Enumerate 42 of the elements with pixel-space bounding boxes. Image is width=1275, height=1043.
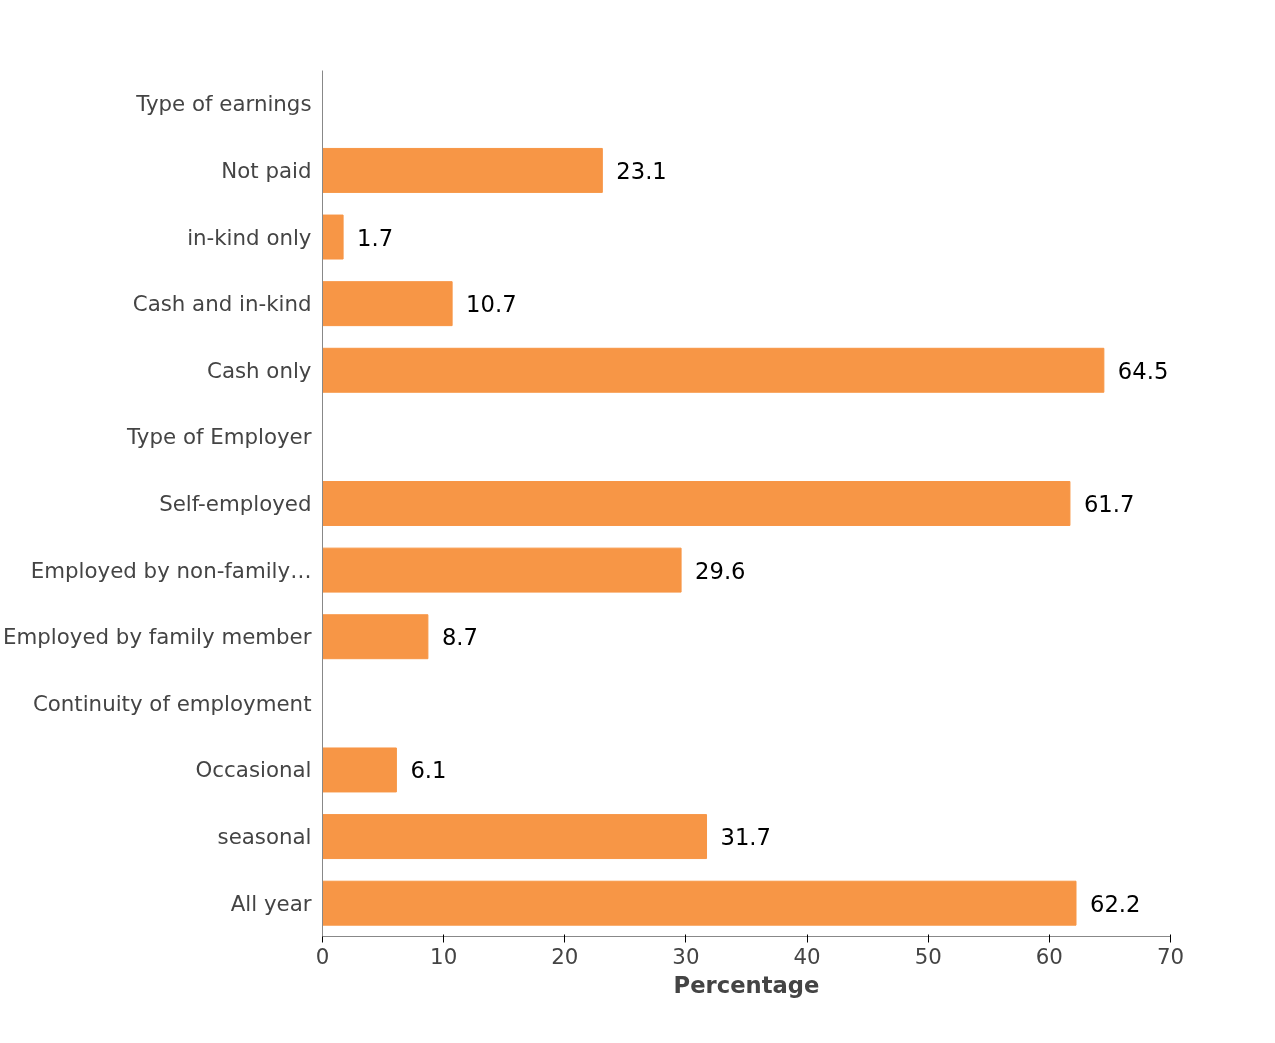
- y-tick-label: seasonal: [217, 824, 312, 850]
- data-label: 64.5: [1117, 357, 1169, 384]
- x-tick-label: 60: [1035, 943, 1063, 969]
- data-label: 6.1: [410, 757, 447, 784]
- data-label: 23.1: [616, 157, 667, 184]
- y-tick-label: Cash only: [207, 357, 312, 383]
- bar: [322, 147, 603, 193]
- bar: [322, 814, 708, 860]
- y-tick-label: in-kind only: [187, 224, 312, 250]
- bar: [322, 614, 429, 660]
- bar: [322, 747, 397, 793]
- data-label: 8.7: [441, 624, 478, 651]
- x-axis-title: Percentage: [673, 971, 820, 998]
- bar: [322, 214, 344, 260]
- x-tick-label: 50: [914, 943, 942, 969]
- bar: [322, 281, 453, 327]
- y-tick-label: Not paid: [221, 157, 312, 183]
- bar: [322, 880, 1077, 926]
- bar: [322, 547, 682, 593]
- x-tick-label: 70: [1156, 943, 1185, 969]
- data-label: 61.7: [1083, 491, 1135, 517]
- y-tick-label: Self-employed: [159, 491, 312, 516]
- y-tick-label: Continuity of employment: [32, 690, 312, 716]
- data-label: 62.2: [1090, 890, 1141, 917]
- data-label: 10.7: [466, 291, 517, 318]
- y-tick-label: Type of Employer: [126, 424, 312, 450]
- data-label: 29.6: [695, 557, 746, 584]
- y-tick-label: All year: [230, 890, 312, 916]
- data-label: 31.7: [720, 824, 771, 851]
- x-tick-label: 0: [315, 943, 330, 969]
- x-tick-label: 30: [672, 943, 700, 969]
- bar: [322, 347, 1105, 393]
- y-tick-label: Employed by non-family…: [30, 557, 312, 583]
- data-label: 1.7: [357, 224, 394, 251]
- y-tick-label: Occasional: [195, 757, 312, 783]
- x-tick-label: 10: [430, 943, 458, 969]
- x-tick-label: 20: [551, 943, 579, 969]
- y-tick-label: Type of earnings: [135, 91, 312, 117]
- y-tick-label: Cash and in-kind: [132, 291, 312, 317]
- x-tick-label: 40: [793, 943, 821, 969]
- bar: [322, 481, 1071, 526]
- y-tick-label: Employed by family member: [3, 624, 312, 650]
